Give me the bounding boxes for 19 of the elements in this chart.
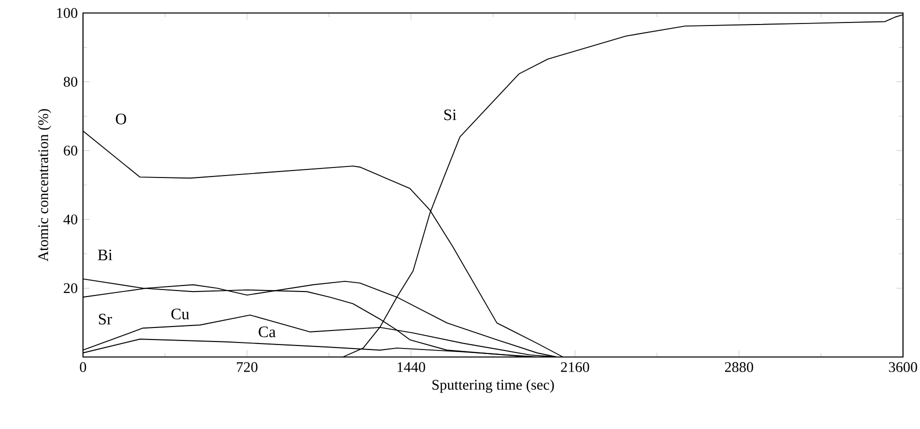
y-axis-title: Atomic concentration (%) — [38, 109, 52, 262]
y-tick-label: 20 — [64, 283, 78, 294]
y-tick-label: 100 — [57, 8, 78, 18]
series-label: Cu — [171, 308, 190, 320]
series-label: O — [116, 114, 126, 124]
series-label: Sr — [98, 314, 112, 325]
series-label: Ca — [258, 326, 276, 338]
y-tick-label: 80 — [64, 76, 78, 87]
x-tick-label: 2160 — [560, 362, 590, 372]
x-tick-label: 2880 — [724, 362, 754, 372]
x-tick-label: 1440 — [398, 362, 426, 372]
x-axis-title: Sputtering time (sec) — [432, 379, 554, 393]
x-tick-label: 3600 — [889, 362, 918, 372]
y-tick-label: 40 — [63, 214, 78, 224]
y-tick-label: 60 — [64, 146, 78, 156]
x-tick-label: 720 — [236, 362, 258, 372]
x-tick-label: 0 — [80, 362, 86, 372]
series-label: Si — [444, 109, 456, 120]
series-label: Bi — [98, 250, 112, 260]
